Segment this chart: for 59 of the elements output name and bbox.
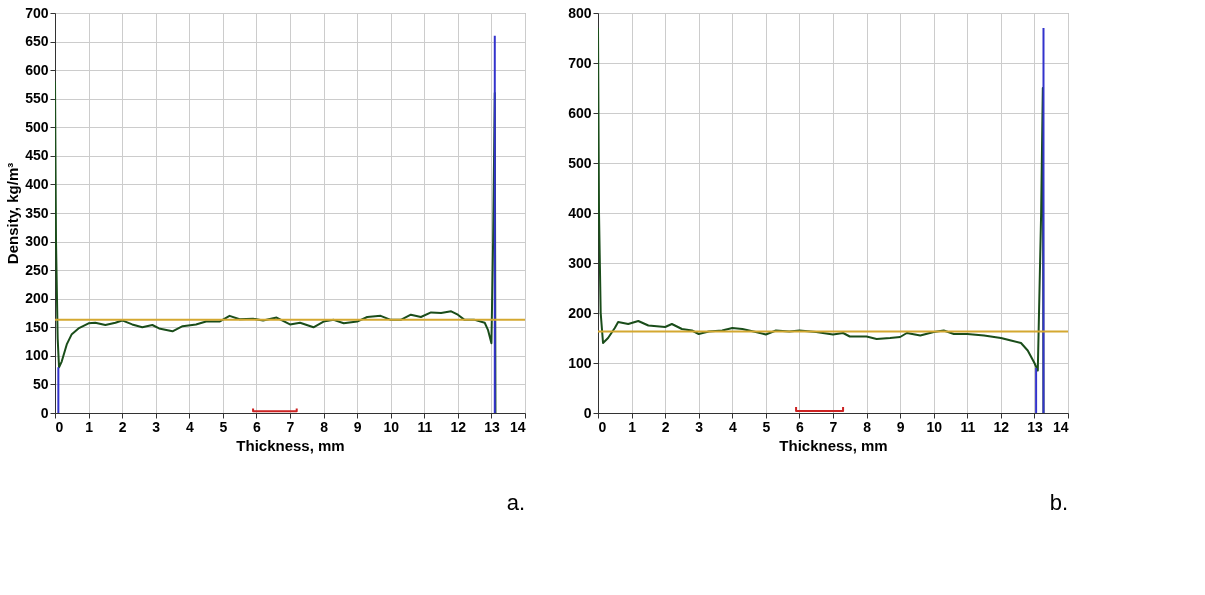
y-tick-label: 150 [25,318,49,335]
x-tick-label: 7 [286,418,295,435]
y-tick-label: 300 [568,254,592,271]
y-tick-label: 0 [40,404,49,421]
x-tick-label: 5 [219,418,228,435]
x-tick-label: 12 [993,418,1010,435]
x-tick-label: 10 [383,418,400,435]
y-tick-label: 200 [25,290,49,307]
y-tick-label: 650 [25,33,49,50]
x-tick-label: 4 [185,418,194,435]
y-tick-label: 600 [568,104,592,121]
x-tick-label: 11 [960,418,976,435]
y-tick-label: 250 [25,261,49,278]
x-tick-label: 4 [728,418,737,435]
x-tick-label: 8 [863,418,872,435]
x-tick-label: 11 [417,418,433,435]
y-tick-label: 600 [25,61,49,78]
y-tick-label: 400 [25,175,49,192]
y-tick-label: 500 [568,154,592,171]
x-tick-label: 12 [450,418,467,435]
x-axis-title: Thickness, mm [236,436,345,454]
x-tick-label: 5 [762,418,771,435]
x-tick-label: 7 [829,418,838,435]
x-tick-label: 13 [1027,418,1043,435]
x-tick-label: 10 [926,418,943,435]
x-tick-label: 14 [509,418,526,435]
y-tick-label: 350 [25,204,49,221]
y-tick-label: 0 [583,404,592,421]
y-tick-label: 700 [568,54,592,71]
x-tick-label: 8 [320,418,329,435]
x-tick-label: 2 [118,418,127,435]
y-axis-title: Density, kg/m³ [4,162,22,265]
x-tick-label: 14 [1052,418,1069,435]
y-tick-label: 700 [25,4,49,21]
x-tick-label: 3 [695,418,704,435]
y-tick-label: 400 [568,204,592,221]
x-tick-label: 0 [598,418,607,435]
y-tick-label: 200 [568,304,592,321]
text: a. [506,490,525,515]
x-tick-label: 1 [628,418,637,435]
text: b. [1049,490,1068,515]
x-tick-label: 9 [896,418,905,435]
x-tick-label: 0 [55,418,64,435]
x-tick-label: 6 [796,418,805,435]
y-tick-label: 100 [25,347,49,364]
y-tick-label: 100 [568,354,592,371]
x-tick-label: 9 [353,418,362,435]
x-tick-label: 3 [152,418,161,435]
y-tick-label: 450 [25,147,49,164]
y-tick-label: 800 [568,4,592,21]
y-tick-label: 50 [32,375,49,392]
x-tick-label: 1 [85,418,94,435]
y-tick-label: 500 [25,118,49,135]
x-tick-label: 6 [253,418,262,435]
y-tick-label: 550 [25,90,49,107]
y-tick-label: 300 [25,233,49,250]
x-axis-title: Thickness, mm [779,436,888,454]
x-tick-label: 2 [661,418,670,435]
x-tick-label: 13 [484,418,500,435]
